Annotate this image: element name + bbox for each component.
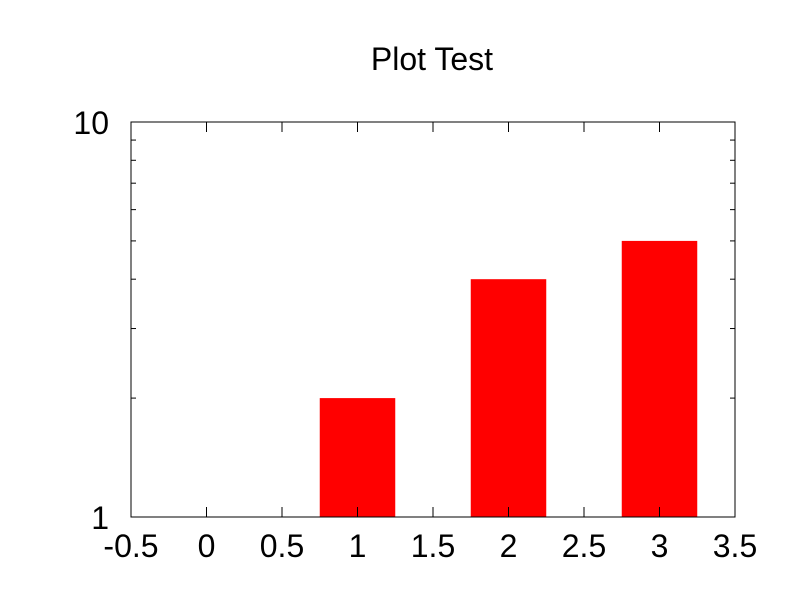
x-tick-label: 1.5 (411, 528, 455, 564)
x-tick-label: 2.5 (562, 528, 606, 564)
x-tick-label: 0.5 (260, 528, 304, 564)
bar-x-1 (319, 398, 396, 517)
bar-x-3 (621, 240, 698, 517)
x-tick-label: 2 (500, 528, 518, 564)
x-tick-label: 3 (651, 528, 669, 564)
tick-labels-layer: -0.5 0 0.5 1 1.5 2 2.5 3 3.5 1 10 (73, 105, 757, 564)
x-tick-label: 1 (349, 528, 367, 564)
x-tick-label: -0.5 (103, 528, 158, 564)
bars-layer (319, 240, 698, 517)
y-tick-label: 1 (91, 500, 109, 536)
y-tick-label: 10 (73, 105, 109, 141)
ticks-layer (130, 121, 736, 518)
chart-title: Plot Test (371, 41, 493, 77)
x-tick-label: 3.5 (713, 528, 757, 564)
x-tick-label: 0 (198, 528, 216, 564)
bar-x-2 (470, 279, 547, 517)
